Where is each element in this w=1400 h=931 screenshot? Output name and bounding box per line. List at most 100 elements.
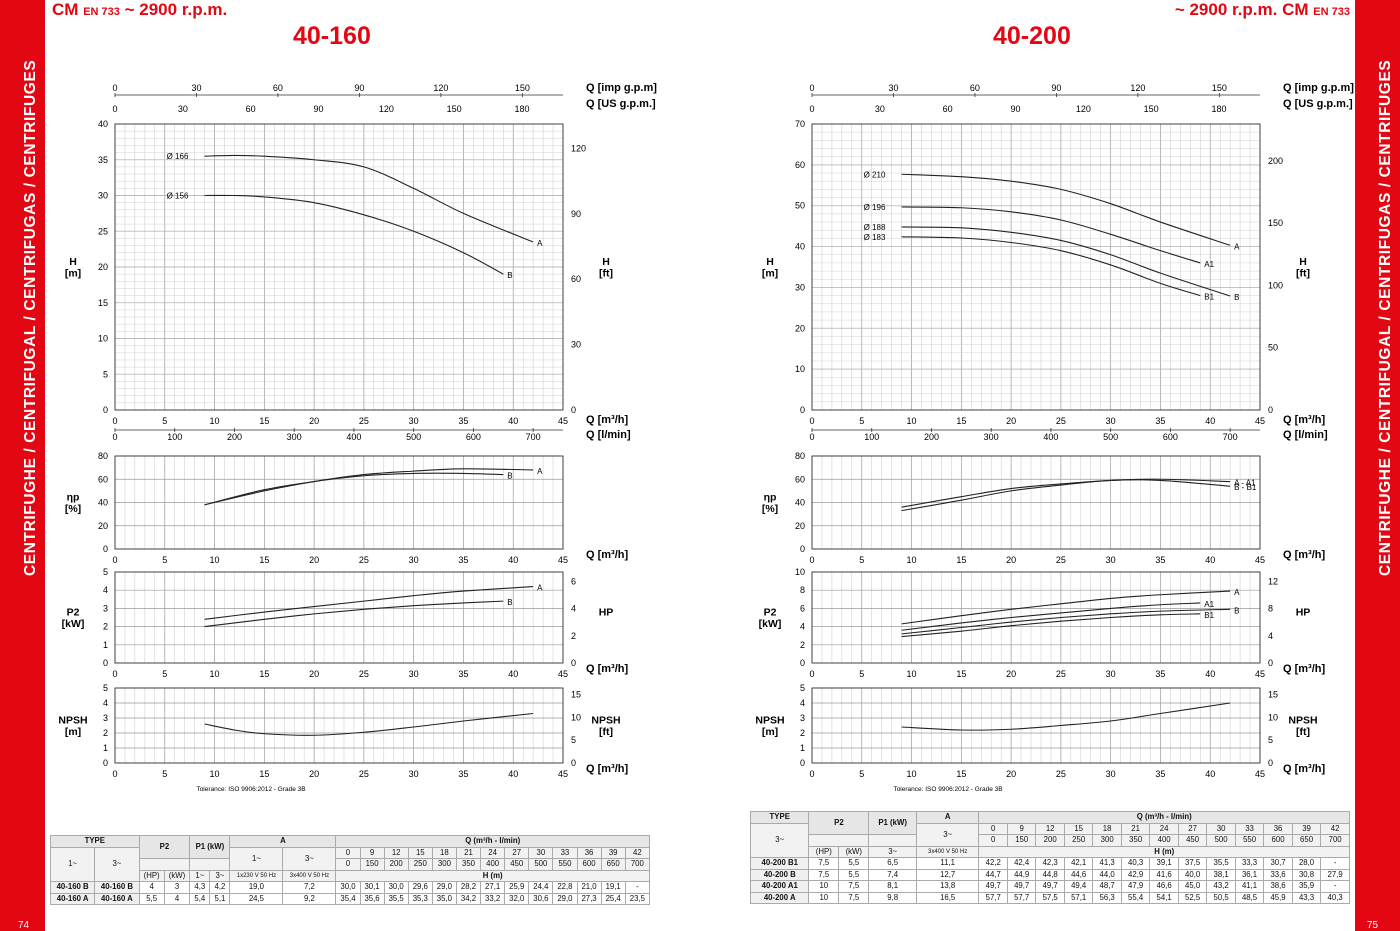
x-tick-label: 35 (458, 416, 468, 426)
q-cell: 12 (1035, 822, 1065, 835)
top-tick-label-2: 120 (1076, 104, 1091, 114)
lmin-cell: 200 (383, 858, 409, 871)
lmin-cell: 650 (1291, 834, 1322, 847)
y2-tick-label: 200 (1268, 156, 1283, 166)
power-curve (901, 590, 1231, 625)
spec-cell: 12,7 (915, 868, 980, 881)
head-cell: 57,7 (978, 891, 1008, 904)
left-header: CM EN 733 ~ 2900 r.p.m. (52, 0, 227, 20)
type-1ph-cell: 40-160 B (49, 881, 96, 894)
lmin-cell: 600 (1263, 834, 1293, 847)
x-tick-label: 25 (359, 555, 369, 565)
x-tick-label: 20 (1006, 416, 1016, 426)
head-cell: 33,2 (480, 892, 506, 905)
eff-frame (114, 455, 564, 550)
npsh-frame (811, 687, 1261, 764)
y-tick-label: 60 (795, 160, 805, 170)
bottom-tick-label: 0 (809, 432, 814, 442)
p1-3-header: 3~ (868, 845, 917, 858)
table-row: 40-160 A 40-160 A 5,5 4 5,4 5,1 24,5 9,2 35,4 35,… (49, 892, 651, 905)
head-curve (901, 173, 1231, 246)
q-cell: 39 (600, 846, 626, 859)
head-cell: 44,6 (1063, 868, 1094, 881)
head-cell: 42,1 (1063, 857, 1094, 870)
head-cell: 57,5 (1035, 891, 1065, 904)
power-ylabel2: HP (599, 607, 614, 619)
power-frame (811, 571, 1261, 664)
type-header: TYPE (50, 835, 140, 848)
head-cell: 48,5 (1234, 891, 1265, 904)
top-tick-label: 120 (433, 83, 448, 93)
lmin-cell: 450 (504, 858, 530, 871)
x-tick-label: 25 (1056, 555, 1066, 565)
head-cell: 57,1 (1063, 891, 1094, 904)
power-ylabel: [kW] (759, 618, 782, 630)
head-frame (811, 123, 1261, 411)
p1-header: P1 (kW) (868, 811, 917, 835)
right-speed: ~ 2900 r.p.m. (1174, 0, 1278, 19)
head-cell: 30,7 (1263, 857, 1293, 870)
p2-header: P2 (138, 835, 191, 859)
top-tick-label: 30 (888, 83, 898, 93)
y2-tick-label: 10 (1268, 712, 1278, 722)
head-cell: 35,5 (1206, 857, 1236, 870)
lmin-cell: 400 (480, 858, 506, 871)
y-tick-label: 0 (103, 658, 108, 668)
x-tick-label: 20 (1006, 669, 1016, 679)
x-tick-label: 30 (409, 555, 419, 565)
head-curve (204, 154, 534, 243)
bottom-tick-label: 200 (924, 432, 939, 442)
y2-tick-label: 30 (571, 340, 581, 350)
q-cell: 30 (1206, 822, 1236, 835)
y-tick-label: 4 (103, 698, 108, 708)
bottom-tick-label: 100 (864, 432, 879, 442)
head-cell: 27,9 (1320, 868, 1350, 881)
top-tick-label-2: 0 (112, 104, 117, 114)
eff-ylabel: ηp (764, 492, 777, 504)
top-tick-label: 60 (970, 83, 980, 93)
x-tick-label: 35 (1155, 416, 1165, 426)
spec-cell: 5,4 (189, 892, 211, 905)
q-cell: 21 (1120, 822, 1151, 835)
phase1-header: 1~ (49, 846, 96, 882)
spec-cell: 11,1 (915, 857, 980, 870)
y-tick-label: 40 (98, 498, 108, 508)
spec-cell: 4 (163, 892, 191, 905)
head-cell: 24,4 (528, 881, 554, 894)
x-tick-label: 0 (112, 416, 117, 426)
head-curve (901, 236, 1201, 297)
top-tick-label-2: 120 (379, 104, 394, 114)
top-axis-label-2: Q [US g.p.m.] (1283, 98, 1353, 110)
type-cell: 40-200 B1 (749, 857, 810, 870)
right-model-title: 40-200 (993, 22, 1071, 50)
head-cell: 34,2 (455, 892, 482, 905)
x-tick-label: 10 (210, 769, 220, 779)
y-tick-label: 1 (103, 640, 108, 650)
bottom-tick-label: 700 (526, 432, 541, 442)
top-tick-label-2: 180 (1211, 104, 1226, 114)
p1-3-header: 3~ (209, 869, 231, 882)
head-series-label: B1 (1204, 293, 1214, 302)
head-cell: 42,2 (978, 857, 1008, 870)
head-cell: 43,2 (1206, 880, 1236, 893)
diameter-label: Ø 196 (864, 203, 886, 212)
head-cell: 27,1 (480, 881, 506, 894)
npsh-frame (114, 687, 564, 764)
lmin-cell: 500 (1206, 834, 1236, 847)
top-axis-label-2: Q [US g.p.m.] (586, 98, 656, 110)
head-series-label: A (1234, 242, 1240, 251)
head-cell: 37,5 (1177, 857, 1208, 870)
npsh-curve (901, 702, 1231, 731)
q-cell: 27 (1177, 822, 1208, 835)
q-header: Q (m³/h - l/min) (335, 835, 650, 848)
eff-ylabel: ηp (67, 492, 80, 504)
power-series-label: A1 (1204, 600, 1214, 609)
x-tick-label: 0 (112, 669, 117, 679)
diameter-label: Ø 156 (167, 192, 189, 201)
y-tick-label: 1 (103, 743, 108, 753)
head-cell: 42,3 (1035, 857, 1065, 870)
head-cell: 38,1 (1206, 868, 1236, 881)
head-frame (114, 123, 564, 411)
x-tick-label: 45 (558, 769, 568, 779)
